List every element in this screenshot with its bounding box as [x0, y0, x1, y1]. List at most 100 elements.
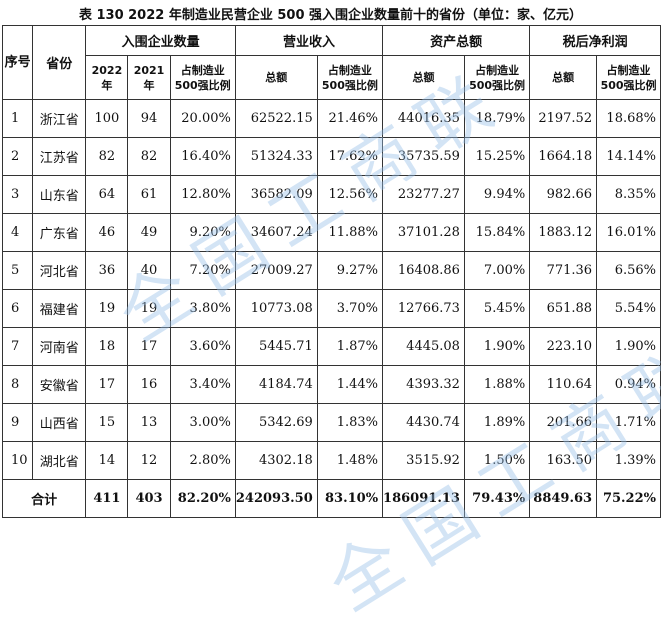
row-number: 8 [1, 365, 34, 404]
header-2022: 2022年 [85, 55, 129, 100]
assets-share: 5.45% [463, 289, 531, 328]
count-share: 3.80% [169, 289, 236, 328]
revenue-total: 27009.27 [234, 251, 318, 290]
row-number: 3 [1, 175, 34, 214]
total-profit: 8849.63 [529, 479, 598, 518]
count-share: 2.80% [169, 441, 236, 480]
revenue-total: 5342.69 [234, 403, 318, 442]
revenue-share: 21.46% [316, 99, 384, 138]
profit-share: 1.90% [596, 327, 661, 366]
assets-share: 7.00% [463, 251, 531, 290]
assets-total: 37101.28 [382, 213, 465, 252]
profit-total: 163.50 [529, 441, 598, 480]
row-province: 河北省 [32, 251, 87, 290]
assets-total: 12766.73 [382, 289, 465, 328]
count-2021: 82 [127, 137, 171, 176]
revenue-share: 3.70% [316, 289, 384, 328]
revenue-total: 62522.15 [234, 99, 318, 138]
row-number: 6 [1, 289, 34, 328]
count-2021: 13 [127, 403, 171, 442]
count-2022: 17 [85, 365, 129, 404]
table-row: 10 湖北省 14 12 2.80% 4302.18 1.48% 3515.92… [1, 441, 661, 480]
count-2021: 61 [127, 175, 171, 214]
count-2022: 64 [85, 175, 129, 214]
count-share: 16.40% [169, 137, 236, 176]
count-share: 3.40% [169, 365, 236, 404]
revenue-share: 9.27% [316, 251, 384, 290]
total-row: 合计 411 403 82.20% 242093.50 83.10% 18609… [1, 479, 661, 518]
table-row: 7 河南省 18 17 3.60% 5445.71 1.87% 4445.08 … [1, 327, 661, 366]
header-group-revenue: 营业收入 [234, 25, 384, 56]
profit-share: 1.71% [596, 403, 661, 442]
profit-total: 651.88 [529, 289, 598, 328]
total-assets-share: 79.43% [463, 479, 531, 518]
revenue-total: 34607.24 [234, 213, 318, 252]
count-2022: 82 [85, 137, 129, 176]
count-2022: 46 [85, 213, 129, 252]
table-row: 5 河北省 36 40 7.20% 27009.27 9.27% 16408.8… [1, 251, 661, 290]
count-share: 3.60% [169, 327, 236, 366]
header-profit-share: 占制造业500强比例 [596, 55, 661, 100]
row-province: 福建省 [32, 289, 87, 328]
province-table: 序号 省份 入围企业数量 营业收入 资产总额 税后净利润 2022年 2021年… [1, 25, 661, 518]
profit-total: 1883.12 [529, 213, 598, 252]
revenue-share: 1.44% [316, 365, 384, 404]
row-province: 江苏省 [32, 137, 87, 176]
assets-share: 1.88% [463, 365, 531, 404]
total-revenue-share: 83.10% [316, 479, 384, 518]
header-row-2: 2022年 2021年 占制造业500强比例 总额 占制造业500强比例 总额 … [3, 55, 661, 100]
assets-share: 1.89% [463, 403, 531, 442]
row-province: 湖北省 [32, 441, 87, 480]
profit-total: 223.10 [529, 327, 598, 366]
assets-total: 4445.08 [382, 327, 465, 366]
assets-share: 15.25% [463, 137, 531, 176]
row-number: 1 [1, 99, 34, 138]
total-count-share: 82.20% [169, 479, 236, 518]
profit-share: 0.94% [596, 365, 661, 404]
table-row: 2 江苏省 82 82 16.40% 51324.33 17.62% 35735… [1, 137, 661, 176]
row-number: 9 [1, 403, 34, 442]
row-province: 山东省 [32, 175, 87, 214]
revenue-share: 1.48% [316, 441, 384, 480]
profit-share: 8.35% [596, 175, 661, 214]
profit-total: 771.36 [529, 251, 598, 290]
header-row-1: 序号 省份 入围企业数量 营业收入 资产总额 税后净利润 [1, 25, 661, 100]
header-group-count: 入围企业数量 [85, 25, 236, 56]
revenue-share: 11.88% [316, 213, 384, 252]
row-province: 广东省 [32, 213, 87, 252]
count-2021: 49 [127, 213, 171, 252]
row-province: 山西省 [32, 403, 87, 442]
revenue-share: 1.83% [316, 403, 384, 442]
count-2022: 15 [85, 403, 129, 442]
table-caption: 表 130 2022 年制造业民营企业 500 强入围企业数量前十的省份（单位：… [78, 8, 583, 23]
row-number: 10 [1, 441, 34, 480]
table-row: 3 山东省 64 61 12.80% 36582.09 12.56% 23277… [1, 175, 661, 214]
count-2021: 19 [127, 289, 171, 328]
table-row: 8 安徽省 17 16 3.40% 4184.74 1.44% 4393.32 … [1, 365, 661, 404]
count-2021: 94 [127, 99, 171, 138]
total-count-2021: 403 [127, 479, 171, 518]
header-revenue-share: 占制造业500强比例 [316, 55, 384, 100]
assets-total: 35735.59 [382, 137, 465, 176]
profit-total: 201.66 [529, 403, 598, 442]
count-2021: 12 [127, 441, 171, 480]
count-2022: 18 [85, 327, 129, 366]
assets-total: 4430.74 [382, 403, 465, 442]
total-assets: 186091.13 [382, 479, 465, 518]
table-row: 1 浙江省 100 94 20.00% 62522.15 21.46% 4401… [1, 99, 661, 138]
profit-share: 18.68% [596, 99, 661, 138]
count-2022: 19 [85, 289, 129, 328]
row-number: 5 [1, 251, 34, 290]
assets-share: 1.90% [463, 327, 531, 366]
table-row: 4 广东省 46 49 9.20% 34607.24 11.88% 37101.… [1, 213, 661, 252]
row-number: 2 [1, 137, 34, 176]
revenue-share: 1.87% [316, 327, 384, 366]
assets-total: 23277.27 [382, 175, 465, 214]
profit-total: 982.66 [529, 175, 598, 214]
assets-total: 16408.86 [382, 251, 465, 290]
revenue-share: 12.56% [316, 175, 384, 214]
table-row: 9 山西省 15 13 3.00% 5342.69 1.83% 4430.74 … [1, 403, 661, 442]
profit-share: 1.39% [596, 441, 661, 480]
total-label: 合计 [1, 479, 87, 518]
profit-total: 1664.18 [529, 137, 598, 176]
